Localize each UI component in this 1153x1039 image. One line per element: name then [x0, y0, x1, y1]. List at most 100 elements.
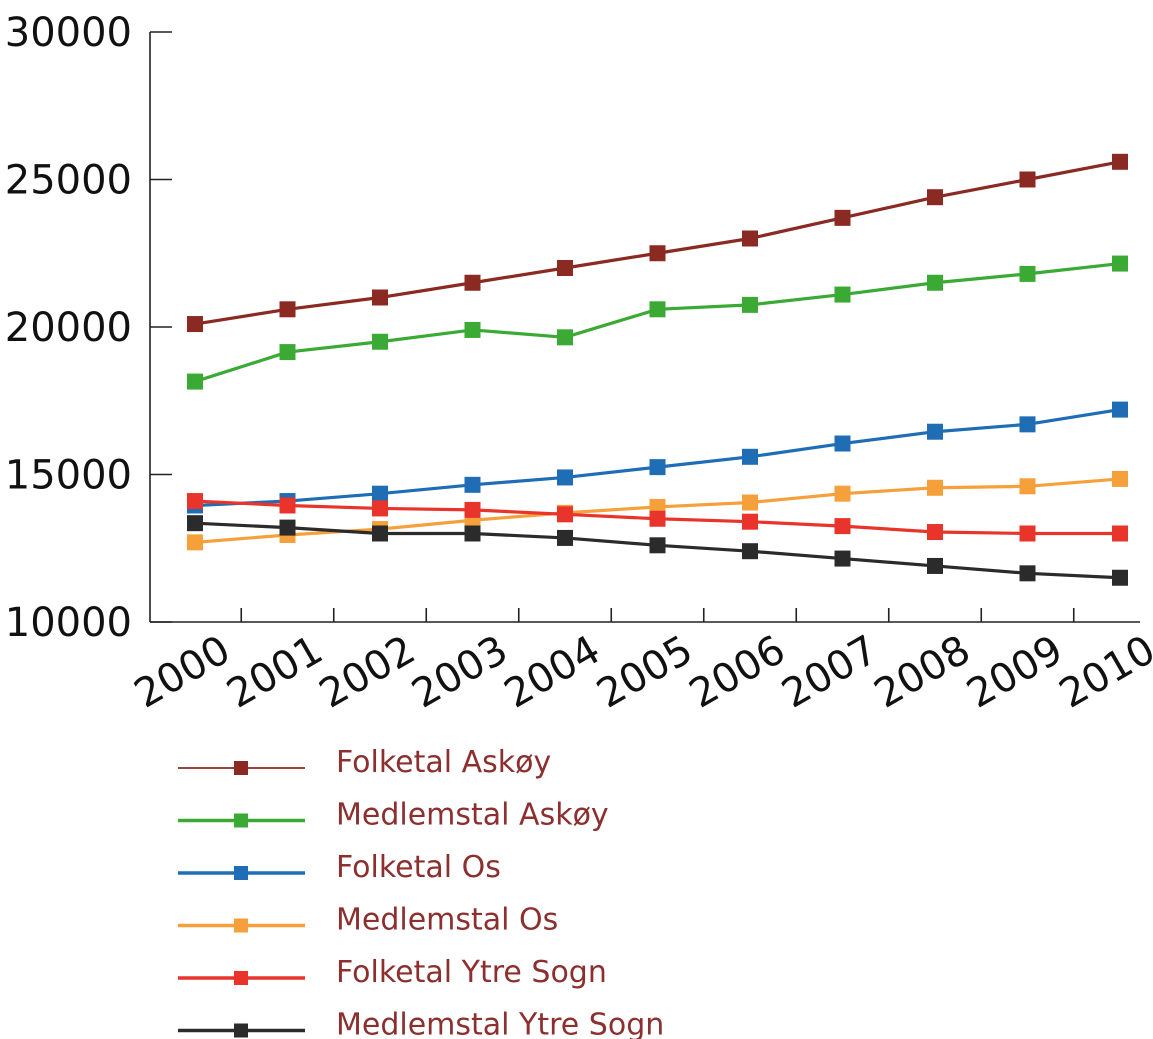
legend-item: Folketal Ytre Sogn	[178, 955, 607, 990]
data-point	[557, 260, 573, 276]
y-tick-label: 20000	[5, 305, 132, 351]
data-point	[372, 289, 388, 306]
data-point	[742, 543, 758, 560]
data-point	[279, 519, 296, 536]
legend-marker	[234, 813, 248, 828]
data-point	[1019, 416, 1036, 433]
x-axis: 2000200120022003200420052006200720082009…	[127, 608, 1153, 718]
y-tick-label: 25000	[5, 158, 132, 204]
data-point	[279, 344, 296, 361]
y-tick-label: 10000	[5, 600, 132, 646]
data-point	[834, 485, 851, 502]
data-point	[649, 510, 666, 527]
x-tick-label: 2002	[312, 627, 423, 718]
data-point	[1019, 565, 1036, 582]
data-point	[1019, 265, 1036, 282]
series-5	[187, 515, 1128, 586]
series-0	[187, 153, 1128, 333]
data-point	[557, 469, 573, 486]
data-point	[279, 497, 296, 514]
data-point	[649, 301, 666, 318]
data-point	[834, 518, 851, 535]
series-4	[187, 493, 1128, 542]
data-point	[464, 321, 481, 338]
y-tick-label: 15000	[5, 453, 132, 499]
data-point	[1112, 470, 1128, 487]
data-point	[1112, 525, 1128, 542]
data-point	[927, 524, 943, 541]
legend: Folketal Askøy Medlemstal Askøy Folketal O…	[178, 745, 664, 1039]
legend-marker	[234, 866, 248, 880]
data-point	[1019, 525, 1036, 542]
data-point	[927, 479, 943, 496]
data-point	[464, 501, 481, 518]
data-point	[834, 435, 851, 452]
series-line	[194, 408, 1121, 508]
data-point	[1019, 171, 1036, 188]
series-1	[187, 255, 1128, 390]
data-point	[649, 459, 666, 476]
data-point	[1112, 401, 1128, 418]
legend-marker	[234, 1023, 248, 1038]
legend-label: Folketal Askøy	[336, 745, 551, 780]
data-point	[372, 485, 388, 502]
plot-area	[187, 153, 1128, 586]
legend-item: Medlemstal Os	[178, 903, 558, 938]
data-point	[742, 296, 758, 313]
data-point	[557, 529, 573, 546]
data-point	[464, 476, 481, 493]
legend-label: Medlemstal Askøy	[336, 798, 609, 833]
y-tick-label: 30000	[5, 10, 132, 56]
legend-marker	[234, 971, 248, 985]
data-point	[742, 494, 758, 511]
data-point	[557, 329, 573, 346]
legend-label: Medlemstal Os	[336, 903, 558, 938]
legend-item: Medlemstal Askøy	[178, 798, 609, 833]
data-point	[649, 537, 666, 554]
series-line	[194, 160, 1121, 326]
x-tick-label: 2000	[127, 627, 238, 718]
x-tick-label: 2003	[404, 627, 515, 718]
data-point	[372, 333, 388, 350]
data-point	[834, 550, 851, 567]
series-line	[194, 261, 1121, 384]
legend-item: Medlemstal Ytre Sogn	[178, 1008, 664, 1039]
x-tick-label: 2007	[774, 627, 885, 718]
data-point	[464, 525, 481, 542]
data-point	[927, 274, 943, 291]
legend-marker	[234, 761, 248, 775]
data-point	[742, 230, 758, 247]
data-point	[1112, 569, 1128, 586]
data-point	[187, 515, 203, 532]
data-point	[834, 286, 851, 303]
legend-label: Medlemstal Ytre Sogn	[336, 1008, 664, 1039]
x-tick-label: 2010	[1052, 627, 1153, 718]
data-point	[557, 506, 573, 523]
data-point	[742, 513, 758, 530]
data-point	[834, 209, 851, 226]
legend-label: Folketal Os	[336, 850, 501, 885]
data-point	[279, 301, 296, 318]
data-point	[372, 525, 388, 542]
data-point	[372, 500, 388, 517]
data-point	[187, 493, 203, 510]
data-point	[1112, 255, 1128, 272]
legend-item: Folketal Os	[178, 850, 501, 885]
x-tick-label: 2006	[682, 627, 793, 718]
x-tick-label: 2009	[959, 627, 1070, 718]
data-point	[742, 448, 758, 465]
series-2	[187, 401, 1128, 514]
data-point	[1019, 478, 1036, 495]
data-point	[1112, 153, 1128, 170]
data-point	[927, 557, 943, 574]
data-point	[187, 316, 203, 333]
data-point	[187, 534, 203, 551]
legend-item: Folketal Askøy	[178, 745, 551, 780]
data-point	[187, 373, 203, 390]
legend-marker	[234, 918, 248, 933]
legend-label: Folketal Ytre Sogn	[336, 955, 607, 990]
data-point	[649, 245, 666, 262]
x-tick-label: 2004	[497, 627, 608, 718]
x-tick-label: 2008	[867, 627, 978, 718]
